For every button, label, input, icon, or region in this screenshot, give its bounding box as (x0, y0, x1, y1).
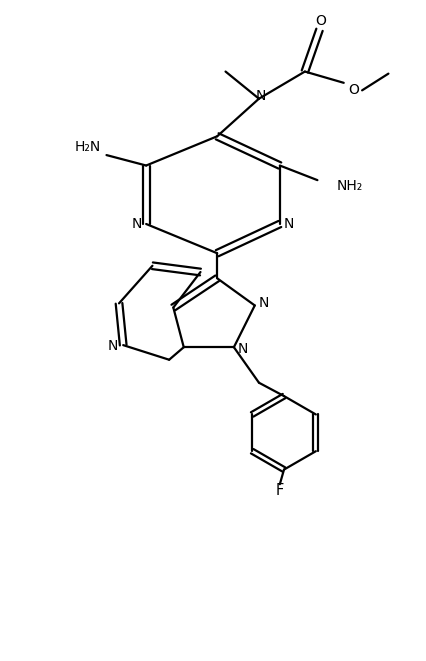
Text: O: O (315, 14, 326, 28)
Text: N: N (132, 217, 142, 231)
Text: F: F (276, 483, 284, 498)
Text: N: N (284, 217, 294, 231)
Text: N: N (259, 295, 269, 309)
Text: NH₂: NH₂ (336, 179, 363, 194)
Text: N: N (108, 339, 118, 353)
Text: N: N (256, 89, 266, 102)
Text: O: O (348, 83, 359, 97)
Text: N: N (238, 342, 248, 356)
Text: H₂N: H₂N (75, 139, 101, 154)
